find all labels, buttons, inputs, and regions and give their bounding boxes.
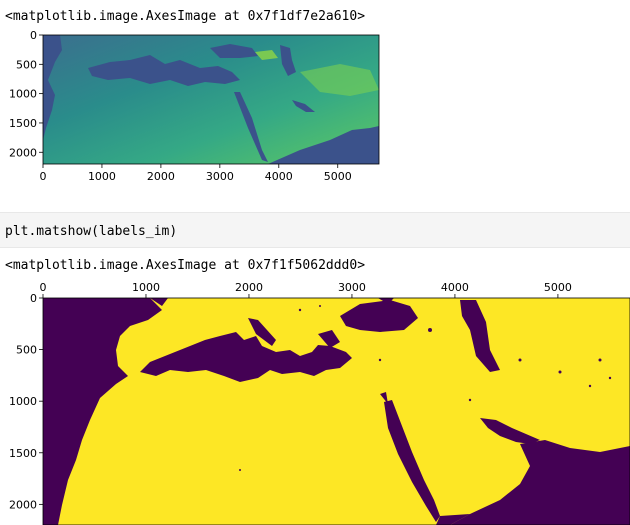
plot1-x-tick-label: 1000 (88, 170, 116, 183)
output-repr-1: <matplotlib.image.AxesImage at 0x7f1df7e… (5, 9, 366, 24)
plot2-x-tick-label: 2000 (235, 281, 263, 294)
plot2-x-tick-label: 3000 (338, 281, 366, 294)
plot1-frame (42, 34, 380, 165)
plot2-x-tick-label: 1000 (132, 281, 160, 294)
plot1-y-axis: 0 500 1000 1500 2000 (9, 29, 43, 159)
plot2-x-axis: 0 1000 2000 3000 4000 5000 (40, 281, 572, 298)
plot2-x-tick-label: 5000 (544, 281, 572, 294)
plot2-y-tick-label: 1500 (9, 447, 37, 460)
plot1-y-tick-label: 1000 (9, 88, 37, 101)
labels-image (43, 298, 630, 525)
plot1-y-tick-label: 0 (30, 29, 37, 42)
plot1-x-tick-label: 4000 (265, 170, 293, 183)
plot2-x-tick-label: 4000 (441, 281, 469, 294)
code-line: plt.matshow(labels_im) (5, 224, 178, 239)
plot1-x-tick-label: 5000 (324, 170, 352, 183)
plot2-y-tick-label: 2000 (9, 498, 37, 511)
plot2-y-tick-label: 500 (16, 344, 37, 357)
plot1-y-tick-label: 500 (16, 58, 37, 71)
plot1-x-tick-label: 0 (40, 170, 47, 183)
plot1-y-tick-label: 2000 (9, 146, 37, 159)
plot2-y-tick-label: 1000 (9, 395, 37, 408)
elevation-image (43, 35, 379, 164)
code-cell[interactable]: plt.matshow(labels_im) (0, 212, 630, 248)
plot2-y-tick-label: 0 (30, 292, 37, 305)
plot1-x-tick-label: 2000 (147, 170, 175, 183)
plot2-frame (42, 297, 630, 525)
plot2-x-tick-label: 0 (40, 281, 47, 294)
plot2-y-axis: 0 500 1000 1500 2000 (9, 292, 43, 511)
plot1-y-tick-label: 1500 (9, 117, 37, 130)
plot1-x-tick-label: 3000 (206, 170, 234, 183)
output-repr-2: <matplotlib.image.AxesImage at 0x7f1f506… (5, 258, 366, 273)
plot1-x-axis: 0 1000 2000 3000 4000 5000 (40, 164, 352, 183)
